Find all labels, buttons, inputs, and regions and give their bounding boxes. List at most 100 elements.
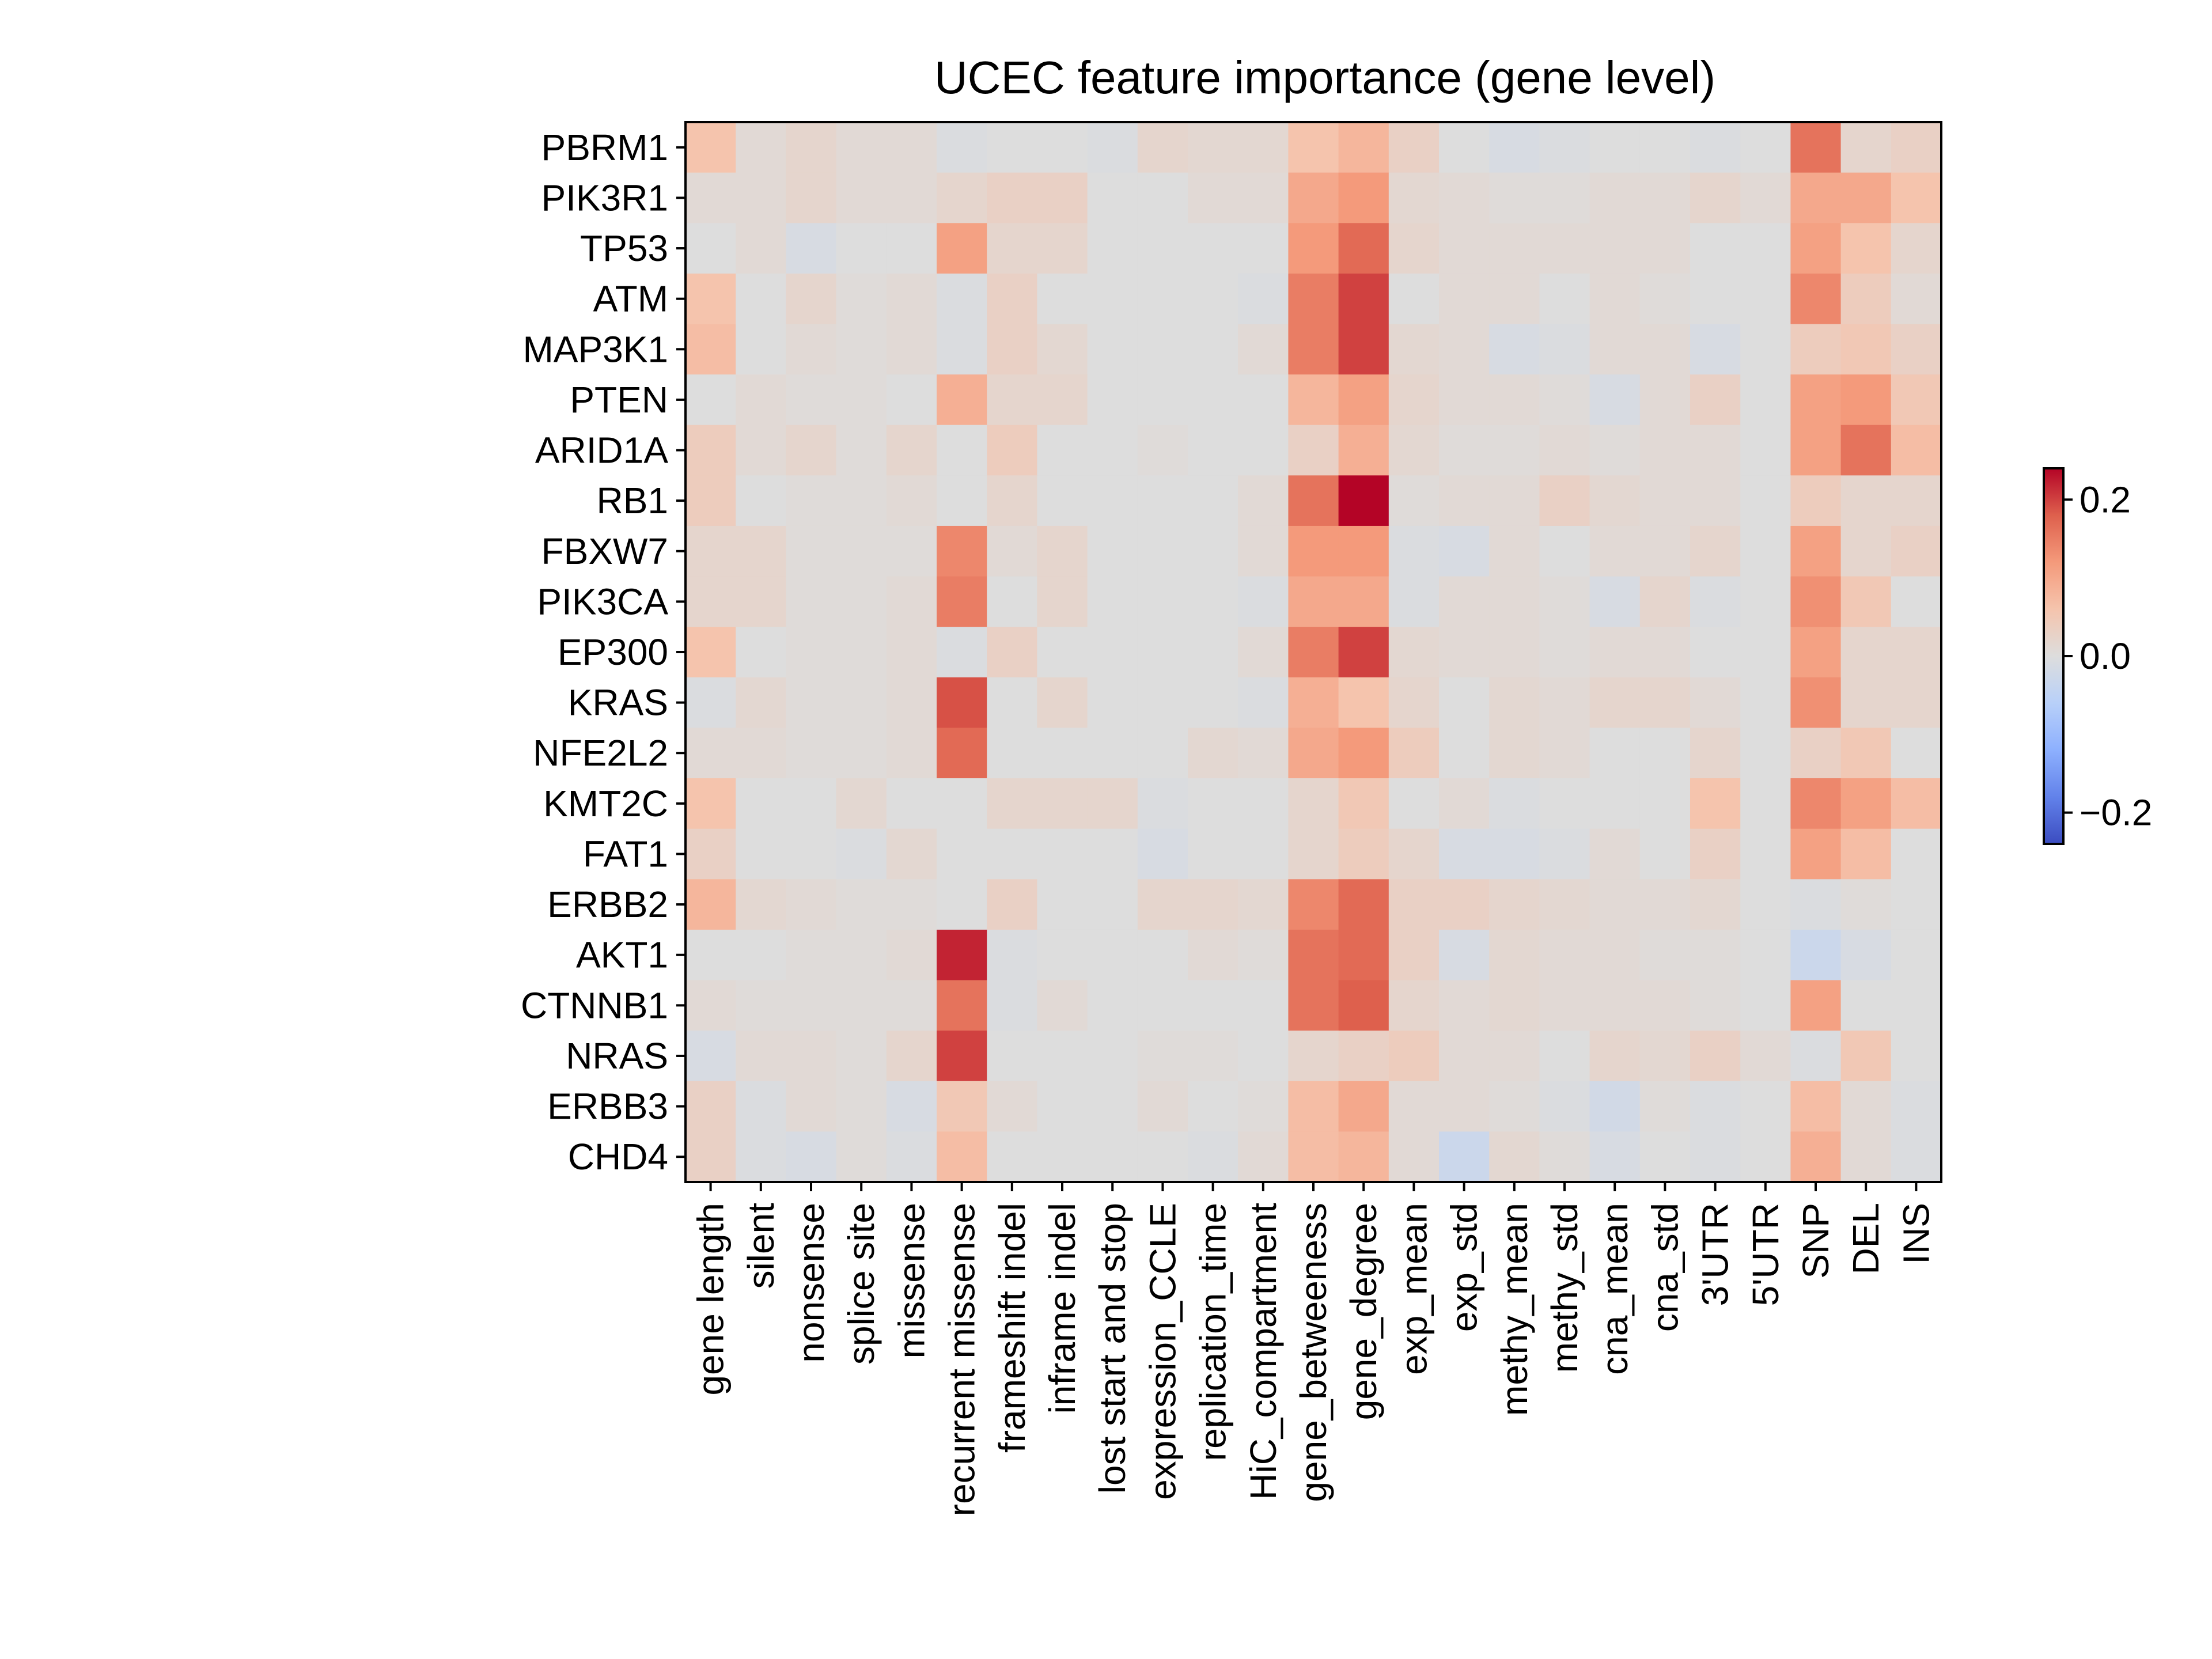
heatmap-cell [786, 980, 837, 1031]
heatmap-cell [736, 1031, 786, 1082]
x-tick-label: gene_betweeness [1293, 1203, 1334, 1502]
heatmap-cell [1238, 980, 1289, 1031]
heatmap-cell [1137, 122, 1188, 173]
x-tick-label: gene length [690, 1203, 732, 1396]
heatmap-cell [1489, 172, 1540, 224]
heatmap-cell [1840, 1131, 1892, 1183]
heatmap-cell [1589, 122, 1641, 173]
heatmap-cell [736, 475, 786, 527]
heatmap-cell [1238, 1131, 1289, 1183]
heatmap-cell [1037, 929, 1088, 981]
heatmap-cell [836, 778, 887, 830]
heatmap-cell [1639, 778, 1691, 830]
heatmap-cell [1690, 1031, 1741, 1082]
heatmap-cell [937, 374, 987, 426]
heatmap-cell [1338, 122, 1389, 173]
heatmap-cell [685, 172, 736, 224]
heatmap-cell [1188, 828, 1238, 880]
heatmap-cell [1137, 1081, 1188, 1132]
heatmap-cell [1137, 525, 1188, 577]
y-tick-label: ERBB3 [547, 1086, 668, 1127]
heatmap-cell [1539, 677, 1590, 729]
heatmap-cell [1589, 374, 1641, 426]
heatmap-cell [786, 677, 837, 729]
heatmap-cell [1037, 1031, 1088, 1082]
heatmap-cell [937, 1131, 987, 1183]
x-tick-label: exp_mean [1393, 1203, 1434, 1375]
heatmap-cell [1740, 929, 1791, 981]
heatmap-cell [685, 576, 736, 627]
heatmap-cell [886, 1031, 937, 1082]
heatmap-cell [736, 122, 786, 173]
x-tick-label: methy_std [1544, 1203, 1585, 1373]
heatmap-cell [1388, 122, 1440, 173]
heatmap-cell [1238, 1031, 1289, 1082]
heatmap-cell [1238, 929, 1289, 981]
heatmap-cell [1338, 929, 1389, 981]
heatmap-cell [836, 525, 887, 577]
heatmap-cell [1589, 475, 1641, 527]
heatmap-cell [886, 728, 937, 779]
heatmap-cell [987, 324, 1037, 375]
heatmap-cell [1238, 879, 1289, 930]
heatmap-cell [1439, 223, 1490, 274]
heatmap-cell [1338, 1031, 1389, 1082]
heatmap-cell [1790, 627, 1842, 678]
heatmap-cell [1539, 929, 1590, 981]
heatmap-cell [1037, 374, 1088, 426]
heatmap-cell [1740, 172, 1791, 224]
heatmap-cell [987, 576, 1037, 627]
heatmap-cell [1639, 223, 1691, 274]
heatmap-cell [1539, 1031, 1590, 1082]
x-tick-label: cna_std [1644, 1203, 1685, 1332]
heatmap-cell [1840, 374, 1892, 426]
heatmap-cell [937, 425, 987, 476]
heatmap-cell [1790, 374, 1842, 426]
heatmap-cell [1790, 728, 1842, 779]
heatmap-cell [1891, 1131, 1942, 1183]
heatmap-cell [1639, 879, 1691, 930]
heatmap-cell [886, 122, 937, 173]
heatmap-cell [1087, 525, 1138, 577]
heatmap-cell [736, 1081, 786, 1132]
heatmap-cell [1589, 172, 1641, 224]
heatmap-cell [987, 677, 1037, 729]
heatmap-cell [1690, 1131, 1741, 1183]
heatmap-cell [1639, 1131, 1691, 1183]
x-tick-label: inframe indel [1041, 1203, 1083, 1414]
heatmap-cell [886, 677, 937, 729]
heatmap-cell [937, 172, 987, 224]
y-tick-label: EP300 [558, 631, 668, 673]
heatmap-cell [1037, 879, 1088, 930]
heatmap-cell [886, 1081, 937, 1132]
heatmap-cell [1137, 728, 1188, 779]
heatmap-cell [886, 627, 937, 678]
heatmap-cell [1639, 273, 1691, 325]
heatmap-cell [1439, 1131, 1490, 1183]
heatmap-cell [886, 879, 937, 930]
heatmap-cell [1589, 1081, 1641, 1132]
heatmap-cell [1137, 980, 1188, 1031]
heatmap-cell [1489, 122, 1540, 173]
heatmap-cell [1539, 172, 1590, 224]
heatmap-cell [1790, 223, 1842, 274]
heatmap-cell [736, 425, 786, 476]
heatmap-cell [1137, 324, 1188, 375]
heatmap-cell [1388, 576, 1440, 627]
heatmap-cell [1840, 728, 1892, 779]
heatmap-cell [685, 1081, 736, 1132]
heatmap-cell [937, 778, 987, 830]
heatmap-cell [1288, 980, 1339, 1031]
heatmap-cell [1439, 425, 1490, 476]
heatmap-cell [886, 324, 937, 375]
heatmap-cell [1489, 980, 1540, 1031]
heatmap-cell [1439, 677, 1490, 729]
heatmap-cell [1690, 122, 1741, 173]
heatmap-cell [1087, 1131, 1138, 1183]
heatmap-cell [1690, 828, 1741, 880]
heatmap-cell [836, 1081, 887, 1132]
heatmap-cell [1439, 475, 1490, 527]
heatmap-cell [1639, 728, 1691, 779]
heatmap-cell [1087, 1031, 1138, 1082]
heatmap-cell [1891, 980, 1942, 1031]
